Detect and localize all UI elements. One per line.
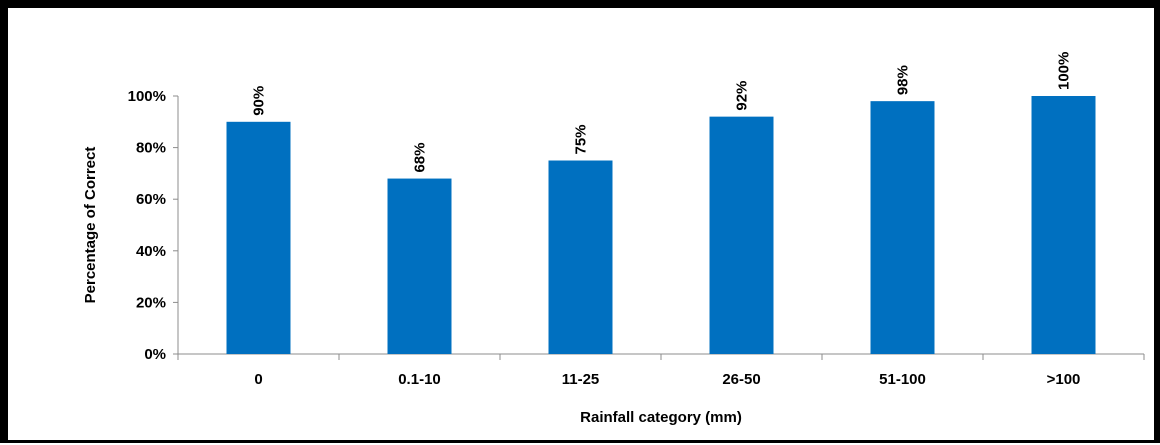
bar-data-label: 98% (895, 65, 912, 95)
bar-data-label: 75% (573, 124, 590, 154)
bar-data-label: 92% (734, 81, 751, 111)
bar-chart: 0% 20% 40% 60% 80% 100% 0 0.1-10 11-25 26-50 51-1… (82, 52, 1145, 426)
y-tick-label: 40% (136, 243, 166, 260)
x-tick-label: 11-25 (562, 371, 600, 388)
x-axis-title: Rainfall category (mm) (580, 409, 742, 426)
x-tick-label: 51-100 (879, 371, 926, 388)
x-tick-label: 0 (254, 371, 262, 388)
bar (226, 121, 291, 354)
y-tick-label: 60% (136, 191, 166, 208)
bar-data-label: 90% (251, 86, 268, 116)
bar (1031, 96, 1096, 354)
bar (870, 101, 935, 354)
x-tick-label: 26-50 (722, 371, 760, 388)
x-axis-ticks: 0 0.1-10 11-25 26-50 51-100 >100 (177, 354, 1145, 388)
y-tick-label: 20% (136, 294, 166, 311)
x-tick-label: >100 (1047, 371, 1081, 388)
y-axis-ticks: 0% 20% 40% 60% 80% 100% (128, 88, 178, 363)
bar-data-label: 100% (1056, 52, 1073, 90)
bar-series (226, 96, 1096, 354)
y-axis-title: Percentage of Correct (82, 147, 99, 304)
x-tick-label: 0.1-10 (398, 371, 441, 388)
y-tick-label: 0% (144, 346, 166, 363)
data-labels: 90% 68% 75% 92% 98% 100% (251, 52, 1073, 173)
bar-data-label: 68% (412, 143, 429, 173)
plot-area: 0% 20% 40% 60% 80% 100% 0 0.1-10 11-25 26-50 51-1… (128, 52, 1145, 388)
bar (387, 178, 452, 354)
y-tick-label: 80% (136, 140, 166, 157)
bar (709, 116, 774, 354)
bar (548, 160, 613, 354)
y-tick-label: 100% (128, 88, 166, 105)
